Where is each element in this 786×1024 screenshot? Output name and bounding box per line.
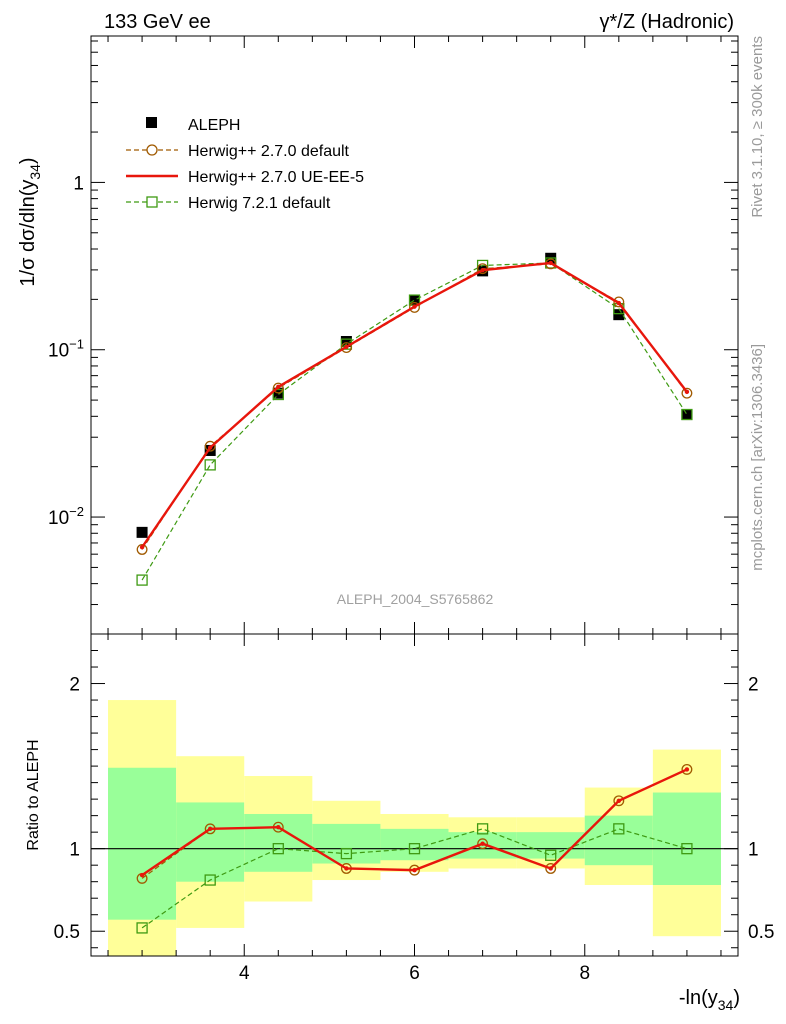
- ratio-y-tick-label-1: 1: [69, 840, 80, 861]
- ratio-series: [136, 763, 693, 934]
- ratio-point-ueee5: [276, 825, 281, 830]
- main-point-ueee5: [344, 344, 349, 350]
- main-point-h270: [613, 296, 625, 308]
- main-point-h270: [681, 387, 693, 399]
- ratio-band-green-0: [108, 767, 177, 920]
- legend-marker-herwig-270-default: [146, 144, 158, 156]
- main-line-h721: [141, 262, 688, 581]
- x-tick-labels: 4 6 8: [239, 963, 590, 984]
- ratio-point-h721: [613, 823, 625, 835]
- ratio-line-h721: [141, 828, 688, 929]
- main-point-h721: [272, 388, 284, 401]
- ratio-point-ueee5: [548, 866, 553, 871]
- main-point-aleph: [409, 294, 420, 306]
- main-point-ueee5: [684, 389, 690, 395]
- main-point-ueee5: [480, 267, 485, 273]
- main-point-h270: [340, 342, 352, 354]
- ratio-point-h721: [272, 843, 284, 855]
- ratio-point-h270: [681, 763, 693, 775]
- ratio-y-axis-label: Ratio to ALEPH: [25, 739, 42, 850]
- main-point-ueee5: [207, 445, 213, 450]
- ratio-y-tick-label-2: 2: [69, 675, 80, 696]
- legend-label-herwig-ueee5: Herwig++ 2.7.0 UE-EE-5: [188, 169, 364, 186]
- legend-label-herwig-270-default: Herwig++ 2.7.0 default: [188, 143, 350, 160]
- ratio-y-tick-label-0.5: 0.5: [54, 922, 80, 943]
- x-tick-label-8: 8: [579, 963, 590, 984]
- ratio-point-h721: [408, 843, 421, 855]
- main-y-tick-labels: 10−2 10−1 1: [48, 173, 84, 529]
- ratio-point-h721: [681, 843, 693, 855]
- y-tick-label-1e-2: 10−2: [48, 504, 84, 529]
- ratio-point-ueee5: [344, 866, 349, 871]
- ratio-band-green-4: [380, 828, 449, 861]
- ratio-point-ueee5: [207, 826, 213, 832]
- main-point-ueee5: [616, 300, 622, 306]
- main-point-aleph: [681, 409, 693, 421]
- axis-ticks: [91, 36, 738, 956]
- x-tick-label-4: 4: [239, 963, 250, 984]
- ratio-band-green-2: [244, 813, 313, 872]
- y-tick-label-1: 1: [73, 173, 84, 194]
- analysis-id-label: ALEPH_2004_S5765862: [337, 591, 494, 607]
- main-point-h270: [204, 440, 216, 452]
- legend-marker-aleph: [146, 117, 157, 128]
- ratio-point-h270: [477, 838, 489, 850]
- mcplots-source-label: mcplots.cern.ch [arXiv:1306.3436]: [749, 344, 766, 571]
- chart-title-left: 133 GeV ee: [104, 11, 211, 33]
- ratio-point-h721: [136, 922, 148, 934]
- main-y-axis-label: 1/σ dσ/dln(y34): [17, 157, 43, 286]
- ratio-y-tick-label-right-2: 2: [748, 675, 759, 696]
- ratio-point-ueee5: [139, 872, 145, 878]
- main-point-ueee5: [412, 304, 417, 309]
- ratio-point-h721: [340, 847, 353, 860]
- legend-label-aleph: ALEPH: [188, 117, 240, 134]
- x-tick-label-6: 6: [409, 963, 420, 984]
- y-tick-label-1e-1: 10−1: [48, 337, 84, 362]
- ratio-band-green-3: [312, 823, 381, 864]
- chart-title-right: γ*/Z (Hadronic): [600, 11, 734, 33]
- main-point-ueee5: [276, 384, 281, 390]
- ratio-point-ueee5: [684, 767, 690, 772]
- main-point-h721: [681, 408, 693, 421]
- main-point-h721: [204, 459, 216, 471]
- main-point-aleph: [340, 335, 352, 347]
- main-point-h270: [409, 301, 420, 313]
- ratio-point-ueee5: [480, 841, 485, 846]
- ratio-uncertainty-bands: [108, 700, 721, 956]
- ratio-point-ueee5: [412, 867, 417, 873]
- ratio-y-tick-labels: 0.5 1 2 0.5 1 2: [54, 675, 775, 944]
- rivet-version-label: Rivet 3.1.10, ≥ 300k events: [749, 36, 766, 218]
- ratio-point-h270: [613, 795, 625, 807]
- ratio-y-tick-label-right-0.5: 0.5: [748, 922, 774, 943]
- main-point-h721: [136, 574, 148, 586]
- ratio-point-h721: [545, 849, 557, 861]
- x-axis-label: -ln(y34): [679, 987, 740, 1013]
- ratio-y-tick-label-right-1: 1: [748, 840, 759, 861]
- legend-label-herwig-721-default: Herwig 7.2.1 default: [188, 195, 331, 212]
- main-point-ueee5: [548, 260, 553, 266]
- legend-marker-herwig-721-default: [146, 196, 158, 208]
- legend: ALEPH Herwig++ 2.7.0 default Herwig++ 2.…: [126, 117, 364, 212]
- ratio-point-ueee5: [616, 798, 622, 803]
- ratio-band-green-1: [176, 802, 245, 882]
- main-point-h270: [136, 544, 148, 555]
- ratio-point-h270: [545, 863, 557, 874]
- main-point-ueee5: [139, 545, 145, 550]
- ratio-point-h721: [476, 823, 489, 835]
- main-point-h270: [272, 382, 284, 394]
- ratio-point-h721: [204, 874, 216, 886]
- ratio-band-green-8: [652, 792, 721, 885]
- main-point-aleph: [136, 526, 148, 538]
- main-series: [136, 252, 693, 586]
- main-point-aleph: [613, 309, 625, 321]
